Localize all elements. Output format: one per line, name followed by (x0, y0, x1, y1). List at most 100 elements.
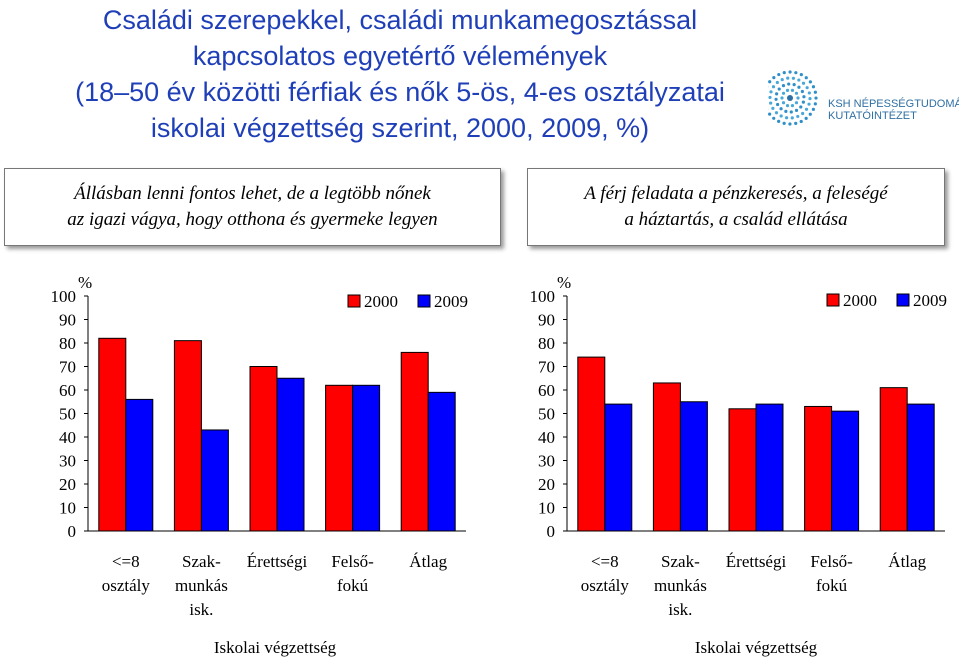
category-label: Érettségi (247, 552, 308, 571)
y-tick-label: 10 (59, 499, 76, 518)
logo-dot (794, 71, 798, 75)
bar-2009 (427, 391, 456, 532)
logo-dot (780, 77, 784, 82)
category-label: osztály (581, 576, 630, 595)
logo-dot (789, 110, 793, 114)
logo-dot (784, 116, 789, 120)
y-tick-label: 80 (538, 334, 555, 353)
category-label: Szak- (182, 552, 221, 571)
y-tick-label: 50 (59, 405, 76, 424)
bar-2000 (804, 405, 833, 532)
logo-center (787, 95, 793, 101)
logo-dot (788, 122, 792, 126)
logo-dot (797, 78, 801, 82)
legend-swatch-2009 (896, 293, 910, 307)
bar-2000 (98, 337, 127, 532)
statement-left-line-2: az igazi vágya, hogy otthona és gyermeke… (67, 209, 438, 230)
y-tick-label: 10 (538, 499, 555, 518)
logo-dot (785, 104, 790, 108)
ksh-logo-icon (768, 70, 818, 126)
logo-dot (799, 119, 803, 124)
y-tick-label: 40 (538, 428, 555, 447)
bar-2000 (879, 387, 908, 532)
title-line-2: kapcsolatos egyetértő vélemények (192, 41, 608, 71)
logo-dot (796, 96, 800, 100)
logo-dot (805, 86, 809, 90)
bar-2000 (249, 366, 278, 532)
legend-swatch-2000 (826, 293, 840, 307)
category-label: munkás (654, 576, 707, 595)
logo-dot (792, 83, 796, 87)
logo-dot (771, 106, 775, 110)
statement-box-right: A férj feladata a pénzkeresés, a feleség… (527, 168, 945, 246)
y-tick-label: 70 (59, 358, 76, 377)
y-unit-label: % (557, 273, 571, 292)
logo-dot (768, 95, 772, 100)
bar-2009 (276, 377, 305, 532)
category-label: fokú (816, 576, 848, 595)
logo-dot (771, 85, 776, 89)
logo-dot (813, 102, 817, 106)
y-tick-label: 30 (59, 452, 76, 471)
y-tick-label: 50 (538, 405, 555, 424)
logo-dot (811, 107, 815, 111)
bar-2000 (652, 382, 681, 532)
category-label: Átlag (888, 552, 926, 571)
logo-dot (804, 76, 808, 80)
title-line-1: Családi szerepekkel, családi munkamegosz… (102, 5, 698, 35)
y-tick-label: 60 (59, 381, 76, 400)
y-tick-label: 0 (68, 522, 77, 541)
category-label: munkás (175, 576, 228, 595)
logo-dot (788, 70, 792, 74)
y-tick-label: 60 (538, 381, 555, 400)
logo-dot (779, 107, 783, 111)
logo-dot (777, 119, 781, 123)
bar-2000 (400, 351, 429, 532)
x-axis-title: Iskolai végzettség (695, 638, 818, 657)
logo-dot (794, 91, 799, 95)
y-tick-label: 100 (51, 287, 77, 306)
bar-2009 (831, 410, 860, 532)
title-line-4: iskolai végzettség szerint, 2000, 2009, … (150, 113, 650, 143)
category-label: isk. (668, 600, 692, 619)
logo-dot (775, 80, 779, 85)
x-axis-title: Iskolai végzettség (214, 638, 337, 657)
bar-2009 (200, 429, 229, 532)
category-label: <=8 (591, 552, 619, 571)
logo-dot (799, 73, 803, 77)
logo-dot (781, 84, 786, 88)
category-label: Felső- (331, 552, 374, 571)
category-label: Átlag (409, 552, 447, 571)
logo-dot (796, 114, 800, 119)
logo-dot (807, 91, 811, 95)
logo-dot (808, 96, 812, 101)
category-label: Érettségi (726, 552, 787, 571)
logo-dot (772, 116, 776, 120)
logo-dot (804, 116, 808, 120)
y-tick-label: 40 (59, 428, 76, 447)
y-tick-label: 20 (538, 475, 555, 494)
logo-dot (769, 101, 773, 105)
y-tick-label: 20 (59, 475, 76, 494)
logo-dot (797, 85, 801, 89)
logo-dot (814, 96, 818, 100)
logo-dot (813, 90, 817, 94)
y-tick-label: 30 (538, 452, 555, 471)
logo-dot (768, 80, 772, 84)
logo-dot (780, 96, 784, 100)
logo-dot (790, 116, 794, 120)
logo-dot (786, 76, 790, 80)
bar-2009 (755, 403, 784, 532)
y-unit-label: % (78, 273, 92, 292)
logo-dot (781, 101, 786, 105)
logo-dot (801, 111, 805, 116)
y-tick-label: 90 (538, 311, 555, 330)
bar-chart-right: 0 10 20 30 40 50 60 70 80 90 100% <=8 osztály Szak-mu… (530, 273, 948, 657)
statement-right-line-2: a háztartás, a család ellátása (624, 209, 848, 230)
logo-dot (790, 88, 795, 92)
category-label: osztály (102, 576, 151, 595)
y-tick-label: 0 (547, 522, 556, 541)
logo-dot (801, 100, 805, 104)
logo-dot (784, 109, 788, 113)
logo-dot (782, 71, 786, 75)
